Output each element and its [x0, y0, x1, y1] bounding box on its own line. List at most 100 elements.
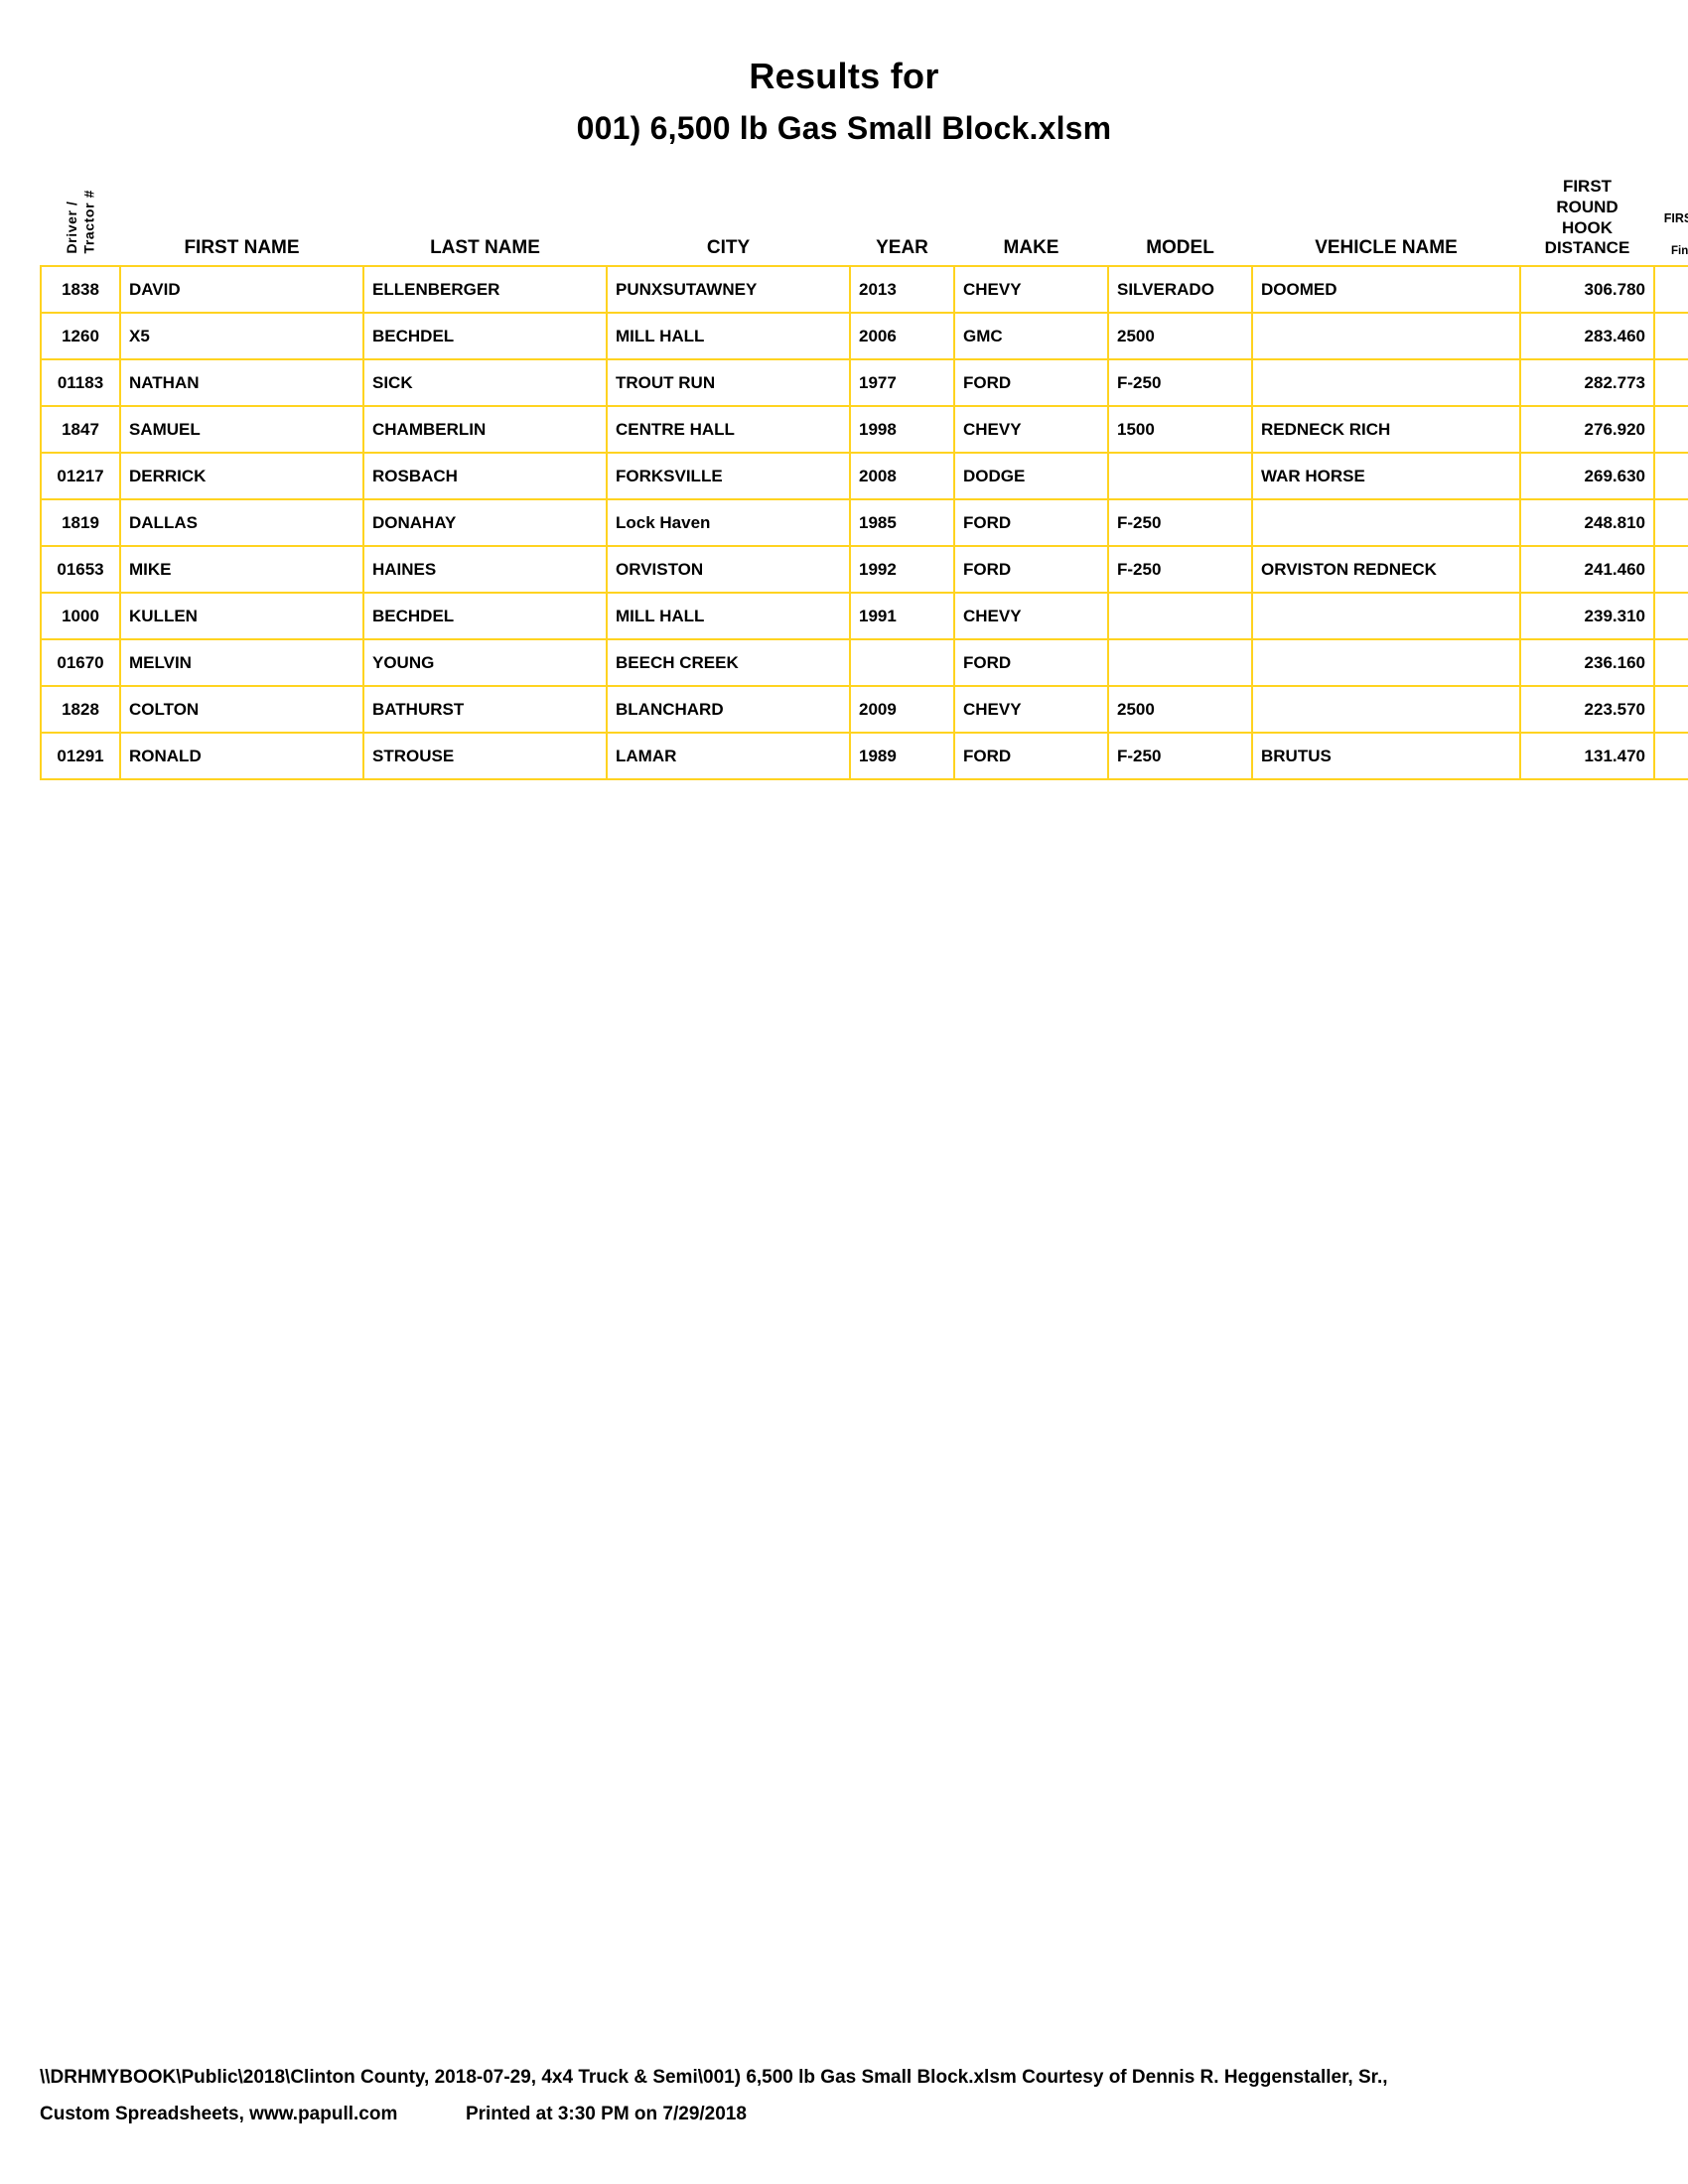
- cell-model: F-250: [1107, 358, 1253, 408]
- cell-final-placing: 11: [1653, 732, 1688, 781]
- cell-first-name: MELVIN: [119, 638, 364, 688]
- results-table: Driver / Tractor # FIRST NAME LAST NAME …: [40, 177, 1688, 781]
- cell-first-name: NATHAN: [119, 358, 364, 408]
- cell-make: FORD: [953, 732, 1109, 781]
- cell-model: SILVERADO: [1107, 265, 1253, 315]
- cell-year: 2006: [849, 312, 955, 361]
- footer-printed-stamp: Printed at 3:30 PM on 7/29/2018: [465, 2103, 747, 2124]
- cell-city: PUNXSUTAWNEY: [606, 265, 851, 315]
- column-header-year: YEAR: [850, 177, 954, 267]
- cell-last-name: SICK: [362, 358, 608, 408]
- cell-make: FORD: [953, 638, 1109, 688]
- cell-model: 2500: [1107, 312, 1253, 361]
- cell-hook-distance: 282.773: [1519, 358, 1655, 408]
- cell-city: TROUT RUN: [606, 358, 851, 408]
- cell-final-placing: 2: [1653, 312, 1688, 361]
- cell-first-name: KULLEN: [119, 592, 364, 641]
- cell-driver-tractor: 1838: [40, 265, 121, 315]
- cell-last-name: BECHDEL: [362, 312, 608, 361]
- cell-hook-distance: 239.310: [1519, 592, 1655, 641]
- cell-vehicle-name: ORVISTON REDNECK: [1251, 545, 1521, 595]
- column-header-make: MAKE: [954, 177, 1108, 267]
- cell-make: CHEVY: [953, 405, 1109, 455]
- column-header-model: MODEL: [1108, 177, 1252, 267]
- cell-first-name: X5: [119, 312, 364, 361]
- cell-hook-distance: 306.780: [1519, 265, 1655, 315]
- cell-model: F-250: [1107, 498, 1253, 548]
- cell-vehicle-name: REDNECK RICH: [1251, 405, 1521, 455]
- cell-vehicle-name: BRUTUS: [1251, 732, 1521, 781]
- table-row: 1819 DALLAS DONAHAY Lock Haven 1985 FORD F-250…: [40, 498, 1688, 548]
- table-row: 1000 KULLEN BECHDEL MILL HALL 1991 CHEVY 239.3…: [40, 592, 1688, 641]
- cell-first-name: SAMUEL: [119, 405, 364, 455]
- cell-last-name: DONAHAY: [362, 498, 608, 548]
- cell-last-name: ROSBACH: [362, 452, 608, 501]
- cell-make: FORD: [953, 498, 1109, 548]
- table-row: 01217 DERRICK ROSBACH FORKSVILLE 2008 DODGE WA…: [40, 452, 1688, 501]
- final-placing-line-2: HOOK: [1654, 227, 1688, 244]
- cell-hook-distance: 276.920: [1519, 405, 1655, 455]
- cell-first-name: DALLAS: [119, 498, 364, 548]
- cell-final-placing: 7: [1653, 545, 1688, 595]
- table-row: 1847 SAMUEL CHAMBERLIN CENTRE HALL 1998 CHEVY…: [40, 405, 1688, 455]
- column-header-final-placing: FIRST ROUND HOOK Final Placing: [1654, 177, 1688, 267]
- cell-first-name: RONALD: [119, 732, 364, 781]
- cell-make: CHEVY: [953, 685, 1109, 735]
- cell-driver-tractor: 01670: [40, 638, 121, 688]
- cell-driver-tractor: 1819: [40, 498, 121, 548]
- page-title: Results for: [749, 56, 939, 96]
- cell-make: FORD: [953, 358, 1109, 408]
- column-header-driver-tractor-label: Driver / Tractor #: [63, 189, 97, 254]
- cell-first-name: DAVID: [119, 265, 364, 315]
- cell-driver-tractor: 1847: [40, 405, 121, 455]
- footer-credit-line: Custom Spreadsheets, www.papull.com Prin…: [40, 2096, 1648, 2132]
- cell-make: CHEVY: [953, 592, 1109, 641]
- hook-distance-line-2: ROUND: [1556, 197, 1618, 216]
- cell-vehicle-name: [1251, 592, 1521, 641]
- column-header-hook-distance: FIRST ROUND HOOK DISTANCE: [1520, 177, 1654, 267]
- cell-final-placing: 6: [1653, 498, 1688, 548]
- table-body: 1838 DAVID ELLENBERGER PUNXSUTAWNEY 2013 CHEV…: [40, 265, 1688, 781]
- results-table-wrap: Driver / Tractor # FIRST NAME LAST NAME …: [40, 177, 1688, 781]
- cell-make: DODGE: [953, 452, 1109, 501]
- cell-last-name: HAINES: [362, 545, 608, 595]
- cell-year: [849, 638, 955, 688]
- cell-first-name: MIKE: [119, 545, 364, 595]
- cell-year: 1991: [849, 592, 955, 641]
- cell-year: 1977: [849, 358, 955, 408]
- cell-driver-tractor: 01183: [40, 358, 121, 408]
- cell-year: 2008: [849, 452, 955, 501]
- column-header-driver-tractor: Driver / Tractor #: [41, 177, 120, 267]
- cell-vehicle-name: [1251, 638, 1521, 688]
- column-header-vehicle-name: VEHICLE NAME: [1252, 177, 1520, 267]
- cell-vehicle-name: [1251, 498, 1521, 548]
- cell-final-placing: 5: [1653, 452, 1688, 501]
- cell-first-name: DERRICK: [119, 452, 364, 501]
- cell-model: 2500: [1107, 685, 1253, 735]
- cell-year: 1985: [849, 498, 955, 548]
- final-placing-line-1: FIRST ROUND: [1663, 210, 1688, 225]
- cell-city: BLANCHARD: [606, 685, 851, 735]
- cell-model: F-250: [1107, 732, 1253, 781]
- table-row: 01653 MIKE HAINES ORVISTON 1992 FORD F-250 ORVI…: [40, 545, 1688, 595]
- table-row: 01183 NATHAN SICK TROUT RUN 1977 FORD F-250 282…: [40, 358, 1688, 408]
- table-row: 01291 RONALD STROUSE LAMAR 1989 FORD F-250 BRUT…: [40, 732, 1688, 781]
- final-placing-line-3: Final Placing: [1671, 244, 1688, 257]
- page-footer: \\DRHMYBOOK\Public\2018\Clinton County, …: [40, 2059, 1648, 2132]
- cell-city: MILL HALL: [606, 312, 851, 361]
- cell-last-name: BECHDEL: [362, 592, 608, 641]
- cell-last-name: BATHURST: [362, 685, 608, 735]
- cell-year: 2009: [849, 685, 955, 735]
- hook-distance-line-4: DISTANCE: [1544, 238, 1630, 258]
- cell-driver-tractor: 1260: [40, 312, 121, 361]
- cell-city: ORVISTON: [606, 545, 851, 595]
- cell-year: 1998: [849, 405, 955, 455]
- cell-vehicle-name: [1251, 312, 1521, 361]
- cell-vehicle-name: [1251, 358, 1521, 408]
- cell-last-name: STROUSE: [362, 732, 608, 781]
- cell-model: 1500: [1107, 405, 1253, 455]
- cell-vehicle-name: DOOMED: [1251, 265, 1521, 315]
- cell-city: Lock Haven: [606, 498, 851, 548]
- cell-hook-distance: 236.160: [1519, 638, 1655, 688]
- cell-last-name: ELLENBERGER: [362, 265, 608, 315]
